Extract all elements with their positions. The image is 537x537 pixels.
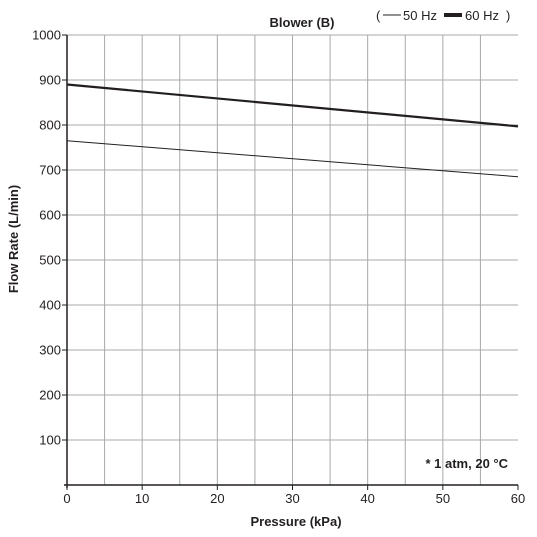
legend: ( 50 Hz 60 Hz ) <box>376 8 510 23</box>
x-tick-label: 10 <box>135 491 149 506</box>
y-tick-label: 200 <box>39 388 61 403</box>
y-tick-label: 500 <box>39 253 61 268</box>
x-tick-label: 20 <box>210 491 224 506</box>
series-line-60hz <box>66 83 519 128</box>
x-tick-label: 50 <box>436 491 450 506</box>
y-tick-label: 400 <box>39 298 61 313</box>
y-tick-label: 1000 <box>32 28 61 43</box>
x-tick-label: 40 <box>360 491 374 506</box>
legend-label-50hz: 50 Hz <box>403 8 437 23</box>
x-tick-label: 60 <box>511 491 525 506</box>
legend-open-paren: ( <box>376 8 381 23</box>
y-axis-label: Flow Rate (L/min) <box>6 185 21 293</box>
y-tick-label: 300 <box>39 343 61 358</box>
legend-close-paren: ) <box>506 8 510 23</box>
x-tick-label: 0 <box>63 491 70 506</box>
y-tick-label: 800 <box>39 118 61 133</box>
x-axis-label: Pressure (kPa) <box>250 514 341 529</box>
legend-label-60hz: 60 Hz <box>465 8 499 23</box>
y-tick-label: 900 <box>39 73 61 88</box>
x-tick-label: 30 <box>285 491 299 506</box>
y-tick-label: 700 <box>39 163 61 178</box>
conditions-note: * 1 atm, 20 °C <box>425 456 508 471</box>
series-line-50hz <box>66 140 519 178</box>
chart-title: Blower (B) <box>270 15 335 30</box>
y-tick-label: 600 <box>39 208 61 223</box>
y-tick-label: 100 <box>39 433 61 448</box>
